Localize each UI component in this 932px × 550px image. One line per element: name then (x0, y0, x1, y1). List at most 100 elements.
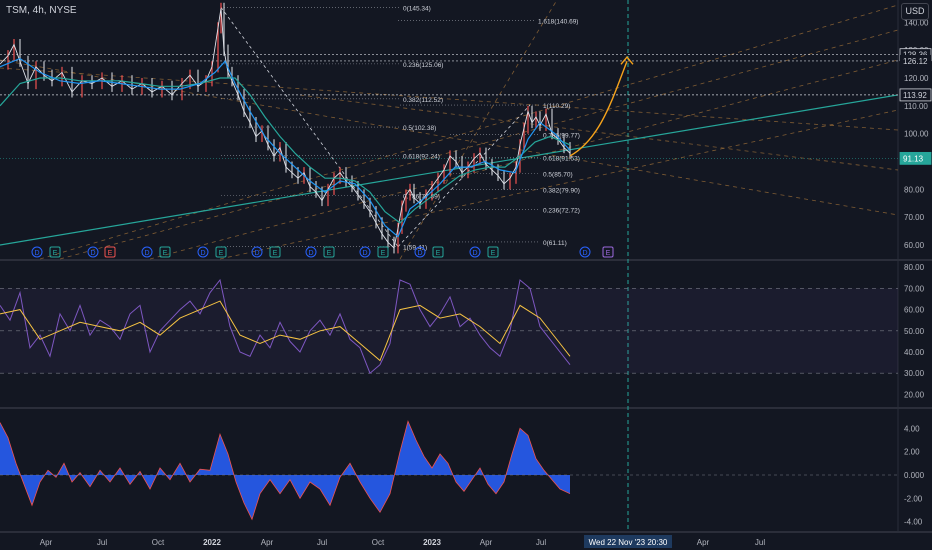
dividend-marker-circle (579, 246, 591, 258)
projection-arrowhead (620, 55, 634, 65)
time-cursor-label-box (584, 535, 672, 548)
dividend-marker-circle (31, 246, 43, 258)
earnings-marker-box (487, 246, 499, 258)
momentum-area (0, 421, 570, 520)
event-marker-letter: D (582, 250, 587, 257)
fan-line (219, 109, 899, 260)
rsi-axis-tick: 70.00 (904, 284, 925, 293)
symbol-label: TSM, 4h, NYSE (6, 5, 77, 16)
fib-level-label: 0.786(99.77) (543, 132, 580, 139)
earnings-marker-box (269, 246, 281, 258)
fib-level-label: 0.382(79.90) (543, 188, 580, 195)
price-axis-tick: 60.00 (904, 241, 925, 250)
event-marker-letter: E (606, 250, 611, 257)
dividend-marker-circle (87, 246, 99, 258)
earnings-marker: E (104, 246, 116, 258)
price-axis-label-text: 113.92 (903, 91, 927, 100)
moving-average-fast (0, 57, 571, 238)
event-marker-letter: D (362, 250, 367, 257)
dividend-marker-circle (251, 246, 263, 258)
time-axis-tick: Jul (536, 538, 546, 547)
earnings-marker-box (323, 246, 335, 258)
fib-level-label: 0.236(125.06) (403, 62, 443, 69)
dividend-marker: D (305, 246, 317, 258)
earnings-marker: E (432, 246, 444, 258)
earnings-marker-box (104, 246, 116, 258)
time-cursor-label-text: Wed 22 Nov '23 20:30 (589, 538, 668, 547)
dividend-marker: D (469, 246, 481, 258)
price-axis-tick: 100.00 (904, 130, 929, 139)
earnings-marker: E (215, 246, 227, 258)
momentum-line (0, 420, 571, 521)
earnings-marker-box (377, 246, 389, 258)
event-marker-letter: E (381, 250, 386, 257)
event-marker-letter: E (53, 250, 58, 257)
dividend-marker: D (359, 246, 371, 258)
price-axis-tick: 80.00 (904, 185, 925, 194)
fib-level-label: 0.618(92.24) (403, 153, 440, 160)
time-cursor-label: Wed 22 Nov '23 20:30 (584, 535, 672, 548)
rsi-axis-tick: 50.00 (904, 327, 925, 336)
dividend-marker: D (251, 246, 263, 258)
earnings-marker-box (215, 246, 227, 258)
time-axis-tick: 2023 (423, 538, 441, 547)
earnings-marker-box (432, 246, 444, 258)
fib-level-label: 1(110.29) (543, 103, 570, 110)
price-axis-label-box (899, 88, 932, 102)
event-marker-letter: E (219, 250, 224, 257)
earnings-marker: E (269, 246, 281, 258)
fib-level-label: 0.5(102.38) (403, 125, 436, 132)
event-marker-letter: D (308, 250, 313, 257)
earnings-marker-box (49, 246, 61, 258)
dividend-marker: D (87, 246, 99, 258)
event-marker-letter: E (491, 250, 496, 257)
earnings-marker-box (159, 246, 171, 258)
currency-button[interactable]: USD (901, 3, 929, 20)
event-marker-letter: D (472, 250, 477, 257)
projection-curve (569, 61, 628, 157)
dividend-marker: D (31, 246, 43, 258)
dividend-marker-circle (469, 246, 481, 258)
earnings-marker: E (487, 246, 499, 258)
fib-level-label: 0.618(91.53) (543, 155, 580, 162)
time-axis-tick: 2022 (203, 538, 221, 547)
price-axis-tick: 110.00 (904, 102, 928, 111)
time-axis-tick: Oct (372, 538, 385, 547)
fib-swing-line (397, 104, 531, 247)
rsi-axis-tick: 40.00 (904, 348, 925, 357)
price-line (0, 8, 571, 249)
momentum-axis-tick: 0.000 (904, 471, 925, 480)
price-axis-tick: 120.00 (904, 74, 929, 83)
fan-line (39, 4, 899, 260)
fan-line (399, 0, 558, 260)
fib-level-label: 0.5(85.70) (543, 172, 573, 179)
fan-line (0, 67, 899, 131)
trendline (0, 94, 899, 246)
fib-level-label: 0.382(112.52) (403, 97, 443, 104)
fib-level-label: 0.786(77.89) (403, 193, 440, 200)
fib-level-label: 1.618(140.69) (538, 18, 578, 25)
rsi-axis-tick: 80.00 (904, 263, 925, 272)
fan-line (149, 59, 899, 260)
rsi-line (0, 278, 571, 375)
price-axis-tick: 70.00 (904, 213, 925, 222)
price-axis-label-box (900, 54, 931, 67)
earnings-marker-box (602, 246, 614, 258)
time-axis-tick: Apr (697, 538, 710, 547)
dividend-marker-circle (197, 246, 209, 258)
event-marker-letter: E (163, 250, 168, 257)
rsi-signal-line (0, 300, 571, 362)
fib-level-label: 1(59.41) (403, 245, 427, 252)
event-marker-letter: E (436, 250, 441, 257)
time-axis-tick: Jul (97, 538, 107, 547)
event-marker-letter: E (273, 250, 278, 257)
fan-line (59, 29, 899, 260)
rsi-axis-tick: 60.00 (904, 306, 925, 315)
momentum-axis-tick: 2.00 (904, 448, 920, 457)
fib-level-label: 0(145.34) (403, 5, 431, 12)
time-axis-tick: Apr (261, 538, 274, 547)
dividend-marker-circle (359, 246, 371, 258)
price-axis-label-text: 91.13 (903, 154, 924, 163)
time-axis-tick: Apr (480, 538, 493, 547)
